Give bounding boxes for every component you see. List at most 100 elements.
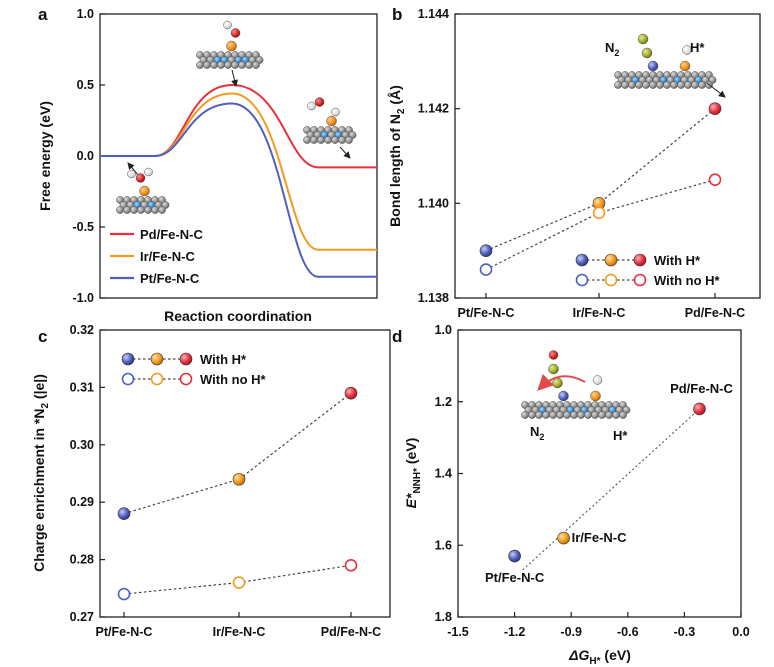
panel-c-charge-enrichment: c 0.32 0.31 0.30 0.29 0.28 0.27 Pt/Fe-N-C Ir/F… [31, 323, 391, 639]
slab-atom [635, 81, 643, 89]
data-point-open [479, 263, 493, 276]
legend-marker [575, 273, 589, 287]
panel-b-frame [454, 13, 761, 299]
legend-marker [633, 273, 647, 287]
y-tick-label: -1.0 [72, 291, 94, 305]
slab-atom [158, 206, 166, 214]
o-atom [314, 97, 325, 107]
panel-c-x-ticks: Pt/Fe-N-C Ir/Fe-N-C Pd/Fe-N-C [96, 612, 381, 639]
series-line [485, 108, 716, 252]
slab-atom [521, 411, 529, 419]
x-tick-label: 0.0 [732, 625, 749, 639]
y-tick-label: 1.8 [435, 610, 452, 624]
panel-b-x-ticks: Pt/Fe-N-C Ir/Fe-N-C Pd/Fe-N-C [458, 293, 745, 320]
y-tick-label: 1.140 [418, 196, 449, 210]
point-label: Pt/Fe-N-C [485, 570, 545, 585]
data-point-filled [479, 244, 493, 257]
y-tick-label: 1.6 [435, 538, 452, 552]
slab-atom [556, 411, 564, 419]
panel-b-bond-length: b 1.144 1.142 1.140 1.138 Pt/Fe-N-C Ir/Fe-N-… [387, 5, 761, 320]
data-point-filled [117, 507, 131, 520]
slab-atom [252, 61, 260, 69]
y-tick-label: 1.0 [435, 323, 452, 337]
slab-atom [684, 81, 692, 89]
x-tick-label: -0.9 [560, 625, 582, 639]
slab-atom [231, 61, 239, 69]
panel-d-nnh-vs-gh: d 1.0 1.2 1.4 1.6 1.8 -1.5 -1.2 -0.9 -0.6 -0.3 0.… [392, 323, 750, 667]
slab-atom [670, 81, 678, 89]
panel-d-y-ticks: 1.0 1.2 1.4 1.6 1.8 [435, 323, 463, 624]
point-label: Ir/Fe-N-C [572, 530, 628, 545]
panel-d-points: Pt/Fe-N-C Ir/Fe-N-C Pd/Fe-N-C [485, 381, 734, 585]
o-atom [230, 28, 241, 38]
slab-atom [130, 206, 138, 214]
metal-atom [326, 115, 337, 127]
metal-atom [590, 390, 601, 402]
legend-marker [633, 253, 647, 267]
slab-atom [238, 61, 246, 69]
panel-a-mol-inset-ts [196, 20, 264, 69]
y-tick-label: 0.0 [77, 149, 94, 163]
slab-atom [317, 136, 325, 144]
data-point-filled [708, 102, 722, 115]
x-tick-label: Pt/Fe-N-C [458, 306, 515, 320]
panel-c-label: c [38, 327, 47, 346]
panel-d-x-ticks: -1.5 -1.2 -0.9 -0.6 -0.3 0.0 [447, 612, 750, 639]
y-tick-label: 0.32 [70, 323, 94, 337]
y-tick-label: 1.142 [418, 102, 449, 116]
slab-atom [605, 411, 613, 419]
legend-label: With H* [200, 352, 247, 367]
h-atom [331, 107, 340, 117]
x-tick-label: Pd/Fe-N-C [685, 306, 745, 320]
data-point-filled [344, 386, 358, 400]
slab-atom [691, 81, 699, 89]
x-tick-label: Pt/Fe-N-C [96, 625, 153, 639]
legend-marker [121, 372, 135, 386]
slab-atom [535, 411, 543, 419]
slab-atom [345, 136, 353, 144]
trend-line [522, 408, 700, 571]
slab-atom [598, 411, 606, 419]
slab-atom [196, 61, 204, 69]
slab-atom [542, 411, 550, 419]
legend-label: Ir/Fe-N-C [140, 249, 196, 264]
legend-label: Pd/Fe-N-C [140, 227, 203, 242]
panel-d-n2-label: N2 [530, 424, 544, 442]
panel-a-energy-profile: a 1.0 0.5 0.0 -0.5 -1.0 Free energy (eV) Rea… [37, 5, 378, 324]
n-atom [641, 47, 653, 59]
panel-d-label: d [392, 327, 402, 346]
data-point-open [592, 206, 606, 220]
y-tick-label: 0.29 [70, 495, 94, 509]
data-point-open [232, 576, 246, 589]
point-label: Pd/Fe-N-C [670, 381, 733, 396]
y-tick-label: 1.138 [418, 291, 449, 305]
slab-atom [570, 411, 578, 419]
slab-atom [303, 136, 311, 144]
x-tick-label: -1.5 [447, 625, 469, 639]
panel-b-h-label: H* [690, 40, 705, 55]
legend-marker [121, 352, 135, 366]
data-point [557, 531, 570, 545]
fe-atom [558, 390, 569, 402]
y-tick-label: 1.0 [77, 7, 94, 21]
slab-atom [628, 81, 636, 89]
slab-atom [324, 136, 332, 144]
slab-atom [144, 206, 152, 214]
legend-marker [150, 352, 164, 366]
panel-a-mol-inset-final [303, 97, 357, 144]
slab-atom [642, 81, 650, 89]
slab-atom [331, 136, 339, 144]
y-tick-label: 0.28 [70, 553, 94, 567]
n-atom [548, 363, 559, 375]
panel-a-mol-inset-initial [116, 167, 170, 214]
legend-label: Pt/Fe-N-C [140, 271, 200, 286]
y-tick-label: 0.31 [70, 380, 94, 394]
y-tick-label: 0.27 [70, 610, 94, 624]
metal-atom [139, 185, 150, 197]
n-atom [552, 377, 563, 389]
slab-atom [151, 206, 159, 214]
y-tick-label: 1.4 [435, 467, 452, 481]
slab-atom [563, 411, 571, 419]
panel-c-frame [99, 329, 391, 618]
panel-a-x-axis-label: Reaction coordination [164, 308, 312, 324]
